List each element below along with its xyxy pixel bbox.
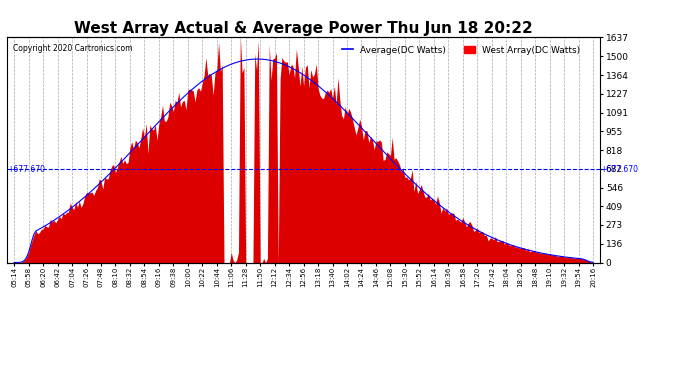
Title: West Array Actual & Average Power Thu Jun 18 20:22: West Array Actual & Average Power Thu Ju… [75, 21, 533, 36]
Text: Copyright 2020 Cartronics.com: Copyright 2020 Cartronics.com [13, 44, 132, 53]
Text: +677.670: +677.670 [7, 165, 45, 174]
Text: +677.670: +677.670 [600, 165, 638, 174]
Legend: Average(DC Watts), West Array(DC Watts): Average(DC Watts), West Array(DC Watts) [339, 42, 584, 58]
